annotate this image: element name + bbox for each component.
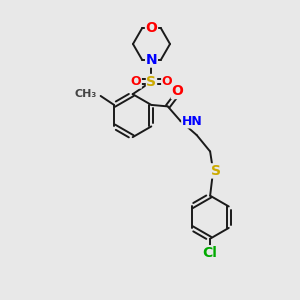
Text: S: S [211,164,220,178]
Text: O: O [171,85,183,98]
Text: HN: HN [182,115,202,128]
Text: N: N [146,53,157,67]
Text: O: O [146,21,158,35]
Text: S: S [146,74,157,88]
Text: O: O [131,75,141,88]
Text: Cl: Cl [203,246,218,260]
Text: O: O [162,75,172,88]
Text: CH₃: CH₃ [75,89,97,100]
